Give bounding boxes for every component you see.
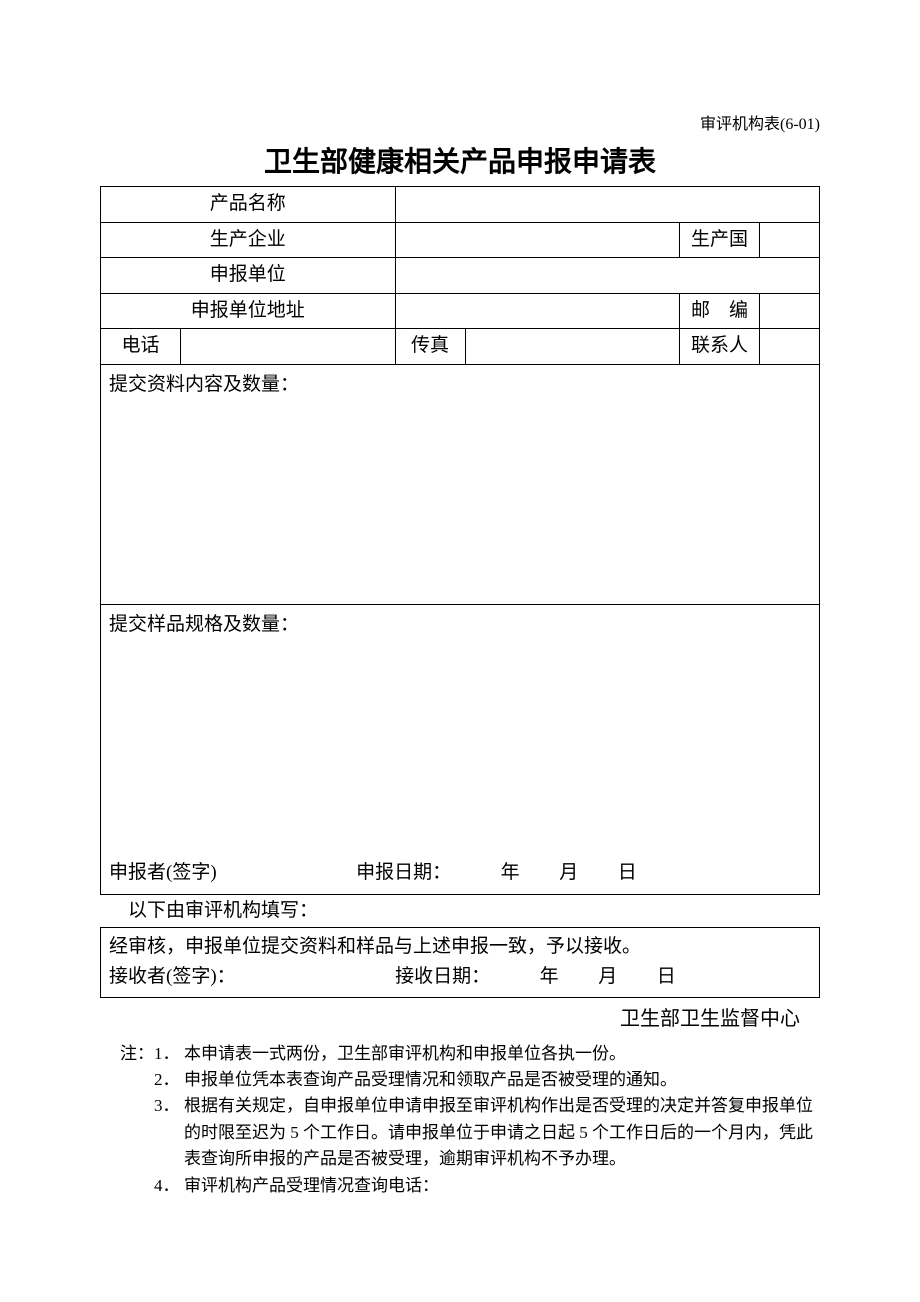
form-code: 审评机构表(6-01)	[100, 110, 820, 134]
label-apply-date: 申报日期：	[356, 862, 451, 883]
note-num-1: 1．	[154, 1041, 184, 1067]
label-year-2: 年	[540, 966, 559, 987]
label-day-1: 日	[618, 862, 637, 883]
label-fax: 传真	[395, 329, 465, 365]
field-manufacturer[interactable]	[395, 222, 680, 258]
field-postcode[interactable]	[760, 293, 820, 329]
note-2: 申报单位凭本表查询产品受理情况和领取产品是否被受理的通知。	[184, 1067, 820, 1093]
note-num-2: 2．	[154, 1067, 184, 1093]
field-fax[interactable]	[465, 329, 680, 365]
label-contact: 联系人	[680, 329, 760, 365]
review-confirm-text: 经审核，申报单位提交资料和样品与上述申报一致，予以接收。	[109, 932, 811, 962]
applicant-signature-line: 申报者(签字) 申报日期： 年 月 日	[109, 859, 811, 888]
field-contact[interactable]	[760, 329, 820, 365]
label-postcode: 邮 编	[680, 293, 760, 329]
note-4: 审评机构产品受理情况查询电话：	[184, 1173, 820, 1199]
label-month-2: 月	[598, 966, 617, 987]
notes-prefix: 注：	[120, 1041, 154, 1067]
main-form-table: 产品名称 生产企业 生产国 申报单位 申报单位地址 邮 编 电话 传真 联系人 …	[100, 186, 820, 895]
reviewer-table: 经审核，申报单位提交资料和样品与上述申报一致，予以接收。 接收者(签字)： 接收…	[100, 927, 820, 998]
label-receiver-sign: 接收者(签字)：	[109, 966, 236, 987]
label-product-name: 产品名称	[101, 187, 396, 223]
reviewer-block[interactable]: 经审核，申报单位提交资料和样品与上述申报一致，予以接收。 接收者(签字)： 接收…	[101, 928, 820, 998]
label-country: 生产国	[680, 222, 760, 258]
label-phone: 电话	[101, 329, 181, 365]
field-product-name[interactable]	[395, 187, 820, 223]
notes-section: 注： 1． 本申请表一式两份，卫生部审评机构和申报单位各执一份。 注： 2． 申…	[100, 1041, 820, 1199]
center-name: 卫生部卫生监督中心	[100, 1002, 820, 1031]
section-samples[interactable]: 提交样品规格及数量： 申报者(签字) 申报日期： 年 月 日	[101, 604, 820, 894]
label-reviewer-section: 以下由审评机构填写：	[100, 895, 820, 928]
label-month-1: 月	[559, 862, 578, 883]
field-country[interactable]	[760, 222, 820, 258]
note-1: 本申请表一式两份，卫生部审评机构和申报单位各执一份。	[184, 1041, 820, 1067]
label-manufacturer: 生产企业	[101, 222, 396, 258]
form-title: 卫生部健康相关产品申报申请表	[100, 140, 820, 180]
receiver-signature-line: 接收者(签字)： 接收日期： 年 月 日	[109, 962, 811, 992]
field-phone[interactable]	[181, 329, 396, 365]
label-applicant-address: 申报单位地址	[101, 293, 396, 329]
label-receive-date: 接收日期：	[395, 966, 490, 987]
section-materials[interactable]: 提交资料内容及数量：	[101, 364, 820, 604]
field-applicant-unit[interactable]	[395, 258, 820, 294]
label-applicant-sign: 申报者(签字)	[109, 862, 217, 883]
note-num-4: 4．	[154, 1173, 184, 1199]
label-year-1: 年	[501, 862, 520, 883]
label-materials: 提交资料内容及数量：	[109, 374, 299, 395]
label-samples: 提交样品规格及数量：	[109, 614, 299, 635]
label-applicant-unit: 申报单位	[101, 258, 396, 294]
label-day-2: 日	[657, 966, 676, 987]
note-3: 根据有关规定，自申报单位申请申报至审评机构作出是否受理的决定并答复申报单位的时限…	[184, 1093, 820, 1172]
note-num-3: 3．	[154, 1093, 184, 1172]
field-applicant-address[interactable]	[395, 293, 680, 329]
